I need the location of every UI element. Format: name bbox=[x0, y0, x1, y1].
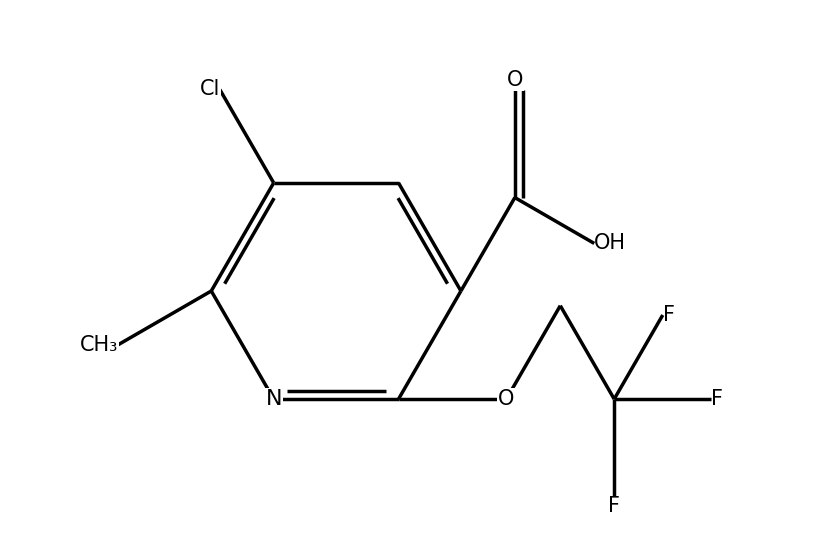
Text: F: F bbox=[663, 305, 675, 325]
Text: F: F bbox=[608, 496, 621, 516]
Text: N: N bbox=[266, 389, 282, 409]
Text: O: O bbox=[498, 389, 515, 409]
Text: Cl: Cl bbox=[200, 79, 219, 99]
Text: CH₃: CH₃ bbox=[80, 335, 118, 355]
Text: F: F bbox=[711, 389, 723, 409]
Text: O: O bbox=[506, 70, 523, 90]
Text: OH: OH bbox=[594, 233, 626, 253]
